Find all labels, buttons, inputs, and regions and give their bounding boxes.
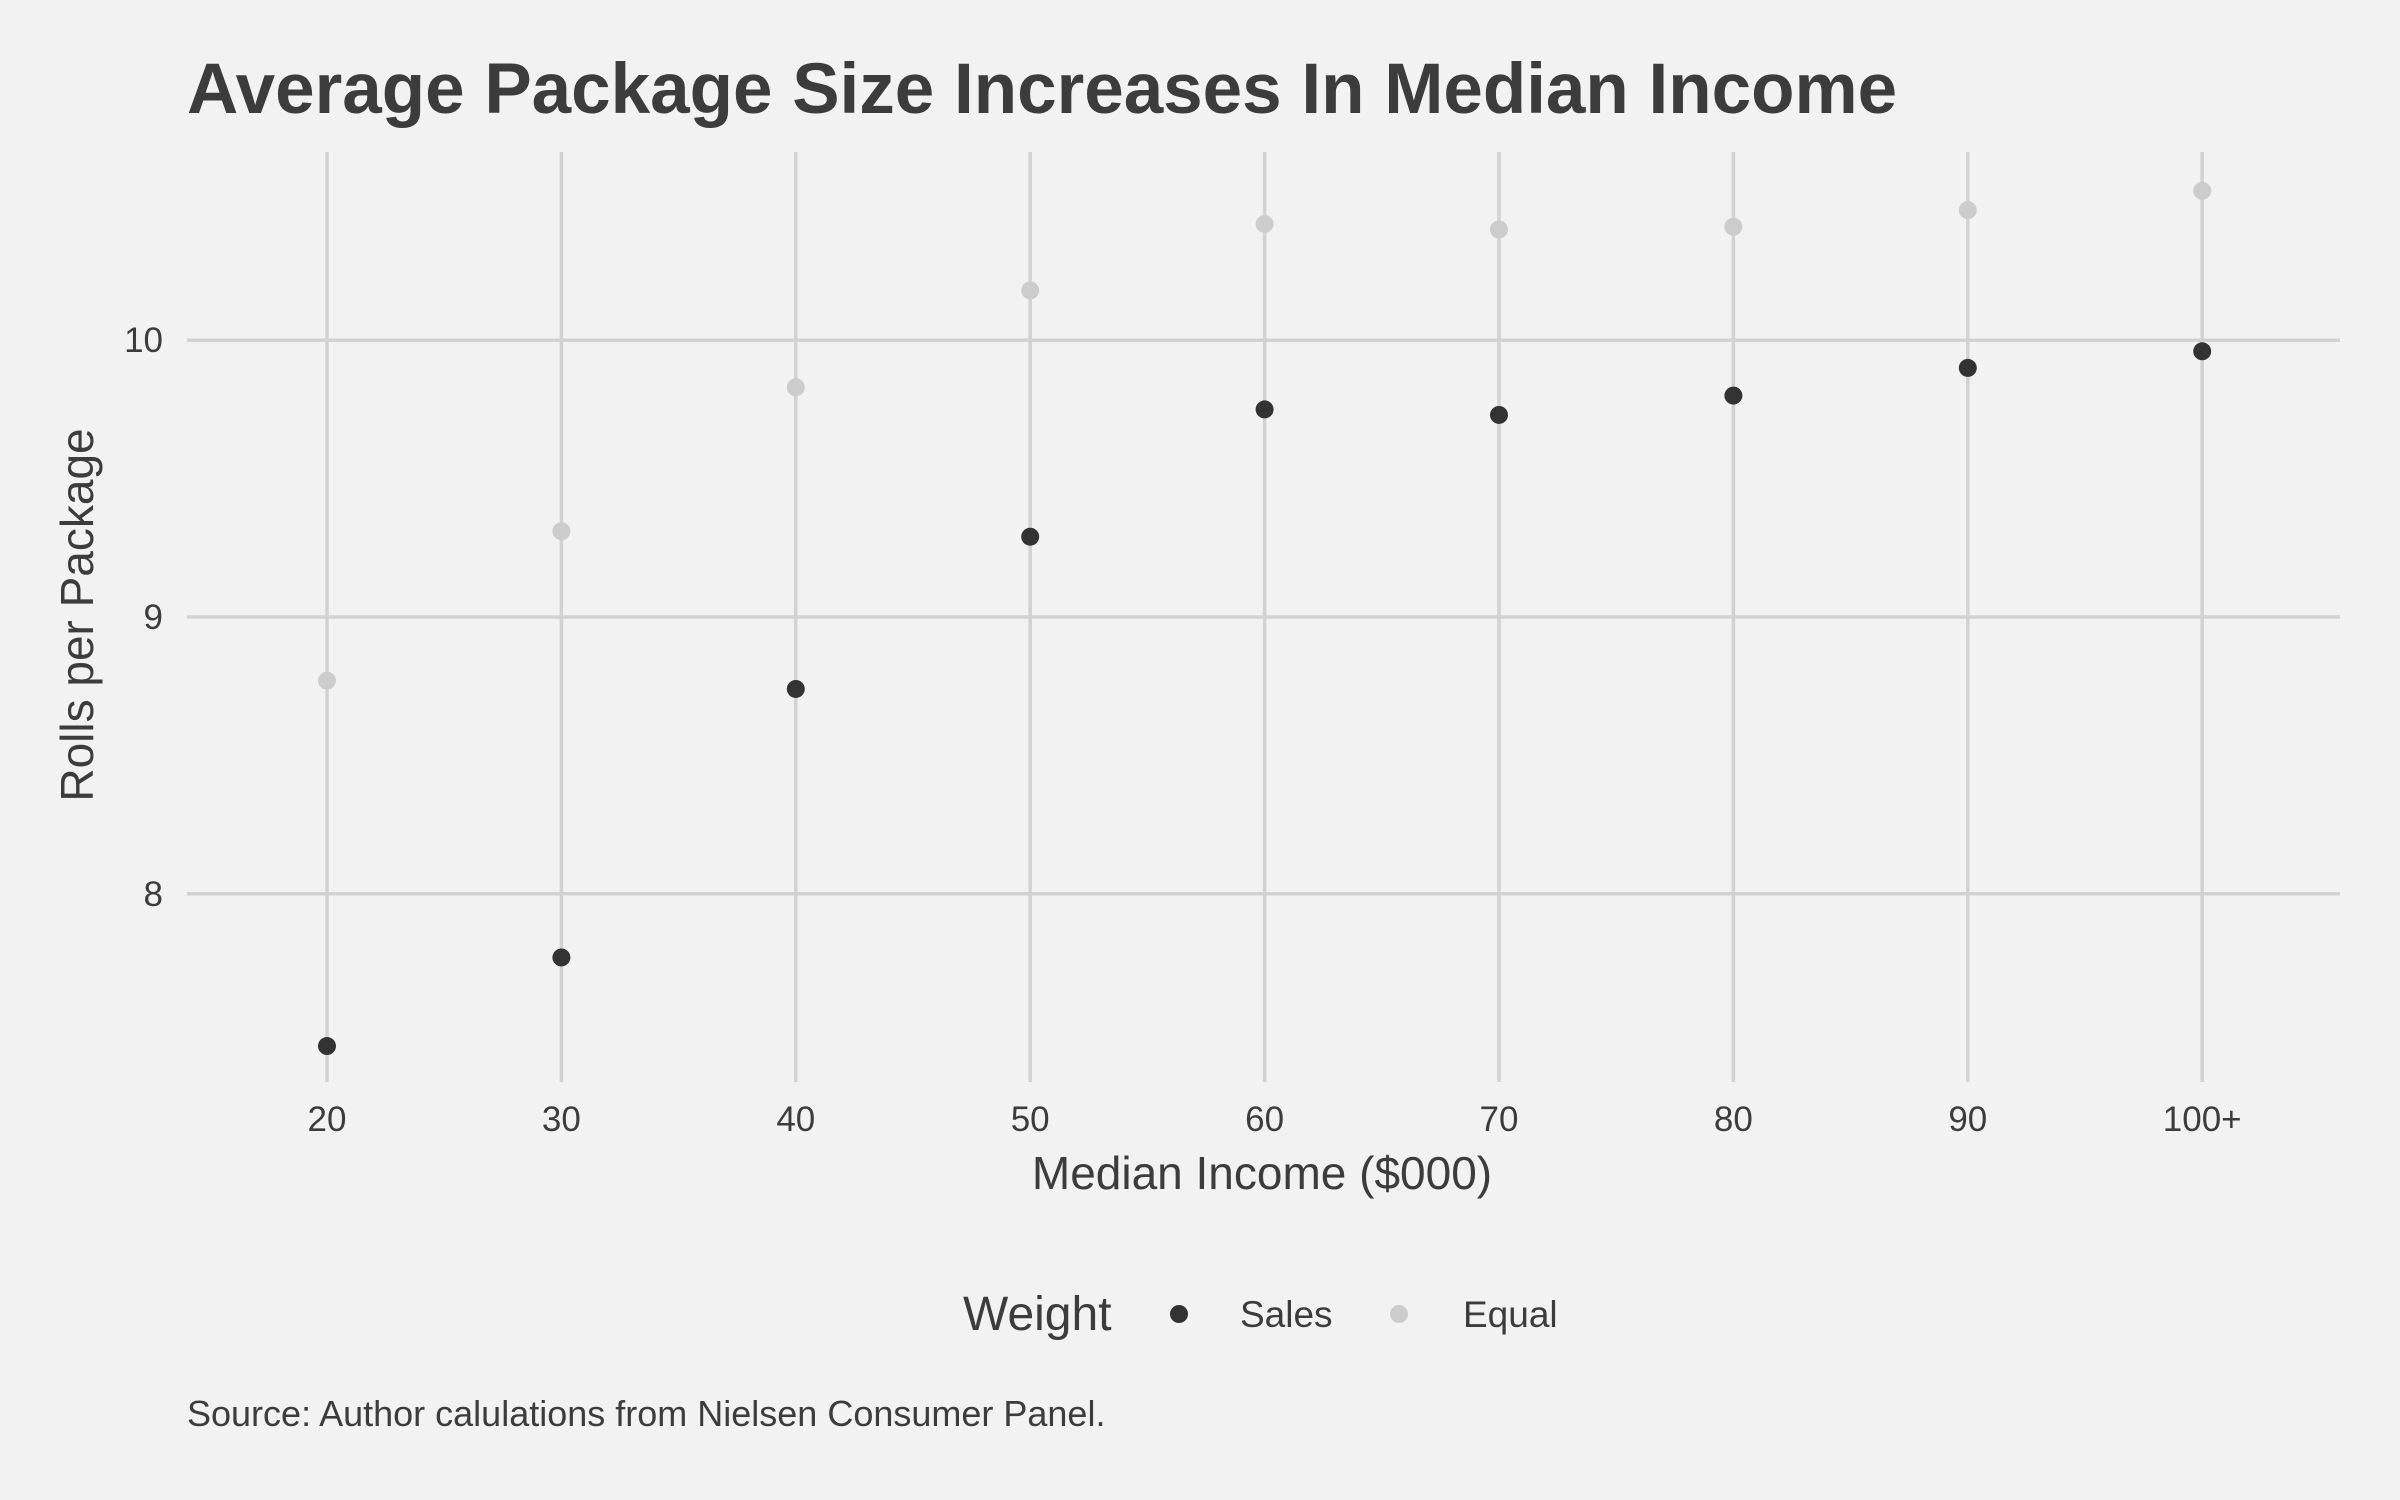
point-sales xyxy=(1021,527,1040,546)
legend: Weight Sales Equal xyxy=(963,1288,1558,1341)
source-caption: Source: Author calulations from Nielsen … xyxy=(187,1393,1105,1434)
point-sales xyxy=(1724,386,1743,405)
x-tick-label: 30 xyxy=(542,1100,581,1139)
x-axis-title: Median Income ($000) xyxy=(1032,1147,1492,1199)
point-equal xyxy=(1724,217,1743,236)
legend-label-equal: Equal xyxy=(1463,1294,1558,1335)
x-tick-label: 90 xyxy=(1948,1100,1987,1139)
point-equal xyxy=(318,671,336,690)
x-tick-label: 60 xyxy=(1245,1100,1284,1139)
x-tick-label: 40 xyxy=(776,1100,815,1139)
y-axis-ticks: 8 9 10 xyxy=(124,321,163,914)
point-sales xyxy=(786,679,805,698)
x-tick-label: 100+ xyxy=(2163,1100,2242,1139)
point-equal xyxy=(1255,214,1274,233)
x-tick-label: 20 xyxy=(308,1100,347,1139)
y-tick-label: 10 xyxy=(124,321,163,360)
y-tick-label: 9 xyxy=(144,598,163,637)
gridlines xyxy=(187,152,2340,1082)
point-equal xyxy=(2193,181,2212,200)
point-equal xyxy=(552,522,571,541)
point-sales xyxy=(318,1037,336,1056)
x-axis-ticks: 20 30 40 50 60 70 80 90 100+ xyxy=(308,1100,2242,1139)
point-sales xyxy=(1958,358,1977,377)
legend-title: Weight xyxy=(963,1288,1112,1341)
point-sales xyxy=(1490,405,1508,424)
point-equal xyxy=(1958,201,1977,220)
x-tick-label: 50 xyxy=(1011,1100,1050,1139)
point-sales xyxy=(552,948,571,967)
point-equal xyxy=(1490,220,1508,239)
point-sales xyxy=(2193,342,2212,361)
x-tick-label: 70 xyxy=(1480,1100,1519,1139)
point-equal xyxy=(1021,281,1040,300)
y-axis-title: Rolls per Package xyxy=(51,428,103,801)
y-tick-label: 8 xyxy=(144,875,163,914)
data-points xyxy=(318,181,2212,1056)
x-tick-label: 80 xyxy=(1714,1100,1753,1139)
chart-title: Average Package Size Increases In Median… xyxy=(187,50,1897,129)
point-equal xyxy=(786,378,805,397)
point-sales xyxy=(1255,400,1274,419)
legend-key-sales xyxy=(1170,1305,1188,1323)
legend-label-sales: Sales xyxy=(1240,1294,1333,1335)
legend-key-equal xyxy=(1390,1305,1408,1323)
